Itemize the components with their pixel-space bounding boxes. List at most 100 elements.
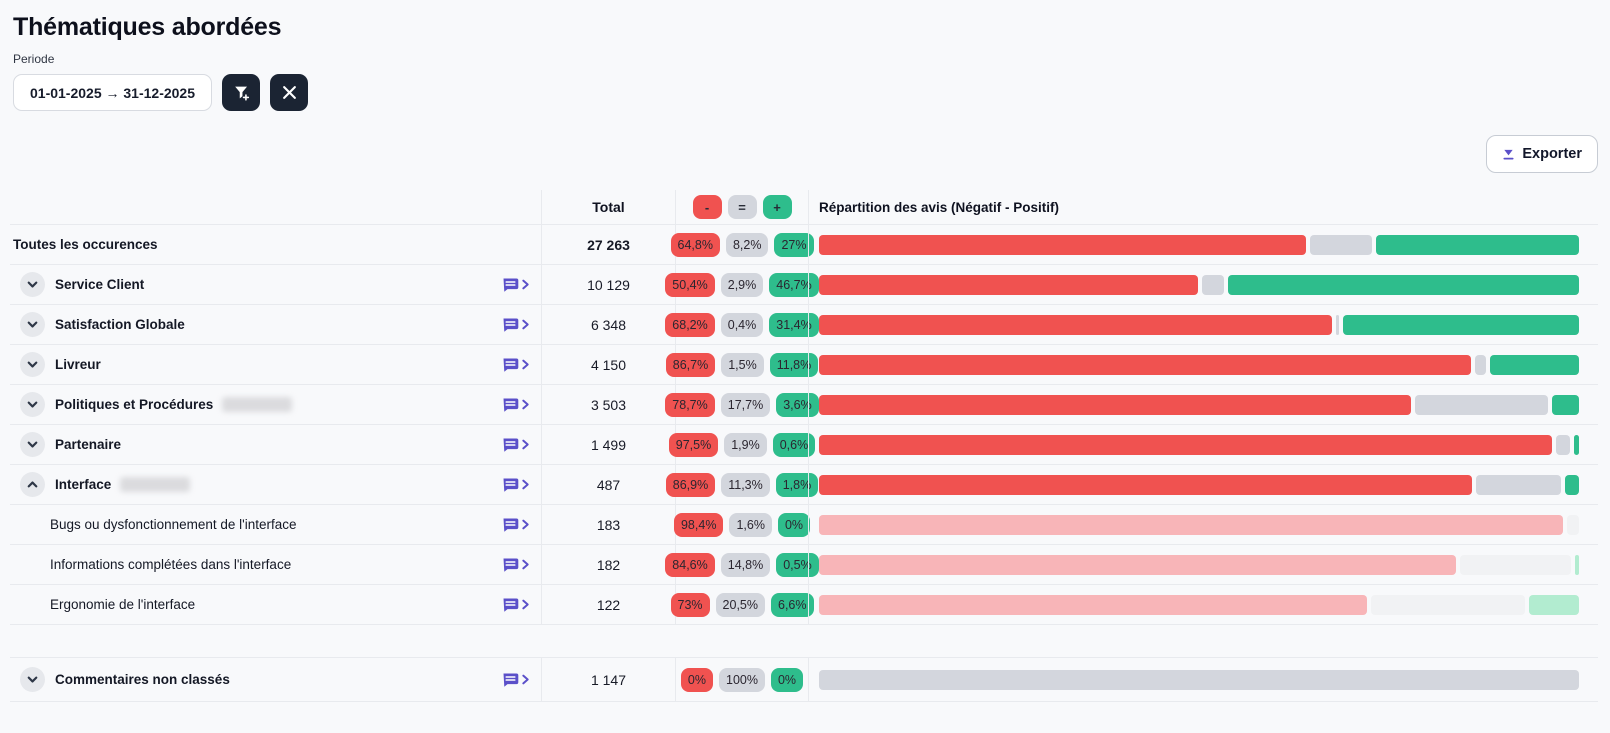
neu-bar-segment: [1310, 234, 1372, 255]
neg-bar-segment: [819, 434, 1553, 455]
theme-label: Partenaire: [55, 437, 122, 452]
neutral-percent-badge: 1,6%: [729, 512, 772, 537]
negative-column-header: -: [692, 195, 722, 219]
export-button[interactable]: Exporter: [1486, 135, 1598, 173]
pos-bar-segment: [1490, 354, 1579, 375]
expand-toggle-button[interactable]: [20, 312, 45, 337]
negative-percent-badge: 78,7%: [665, 392, 715, 417]
positive-percent-badge: 0,5%: [776, 552, 819, 577]
distribution-bar: [819, 394, 1580, 415]
export-button-label: Exporter: [1522, 146, 1582, 162]
neu-bar-segment: [1414, 394, 1548, 415]
positive-column-header: +: [762, 195, 792, 219]
pos-bar-segment: [1565, 474, 1579, 495]
view-comments-link[interactable]: [502, 437, 530, 453]
total-value: 4 150: [541, 345, 675, 384]
period-label: Periode: [13, 52, 55, 66]
total-value: 183: [541, 505, 675, 544]
theme-label: Livreur: [55, 357, 101, 372]
view-comments-link[interactable]: [502, 397, 530, 413]
comment-bubble-icon: [502, 277, 519, 293]
neg-bar-segment: [819, 394, 1411, 415]
expand-toggle-button[interactable]: [20, 432, 45, 457]
positive-percent-badge: 1,8%: [775, 472, 819, 497]
neutral-percent-badge: 2,9%: [720, 272, 764, 297]
theme-label: Politiques et Procédures: [55, 397, 214, 412]
distribution-bar: [819, 594, 1579, 615]
expand-toggle-button[interactable]: [20, 272, 45, 297]
positive-percent-badge: 46,7%: [769, 272, 819, 297]
pos-bar-segment: [1574, 434, 1579, 455]
chevron-right-icon: [521, 279, 530, 290]
export-bar: Exporter: [0, 135, 1598, 173]
positive-percent-badge: 11,8%: [769, 352, 819, 377]
neg-bar-segment: [819, 554, 1456, 575]
close-icon: [282, 85, 297, 100]
add-filter-button[interactable]: [222, 74, 261, 111]
neutral-percent-badge: 20,5%: [715, 592, 765, 617]
redacted-text: [222, 397, 293, 412]
neg-bar-segment: [819, 234, 1307, 255]
date-range-button[interactable]: 01-01-2025 → 31-12-2025: [13, 74, 213, 111]
positive-percent-badge: 6,6%: [771, 592, 814, 617]
theme-label: Interface: [55, 477, 112, 492]
chevron-right-icon: [521, 439, 530, 450]
neu-bar-segment: [819, 669, 1579, 690]
neu-bar-segment: [1474, 354, 1487, 375]
distribution-bar: [819, 554, 1579, 575]
table-row: Livreur 4 150 86,7% 1,5% 11,: [10, 345, 1598, 385]
date-range-value: 01-01-2025 → 31-12-2025: [30, 84, 196, 101]
neg-bar-segment: [819, 314, 1332, 335]
filter-plus-icon: [232, 83, 251, 102]
view-comments-link[interactable]: [502, 557, 530, 573]
comment-bubble-icon: [502, 672, 519, 688]
table-header-row: Total - = + Répartition des avis (Négati…: [10, 190, 1598, 225]
total-value: 1 499: [541, 425, 675, 464]
positive-percent-badge: 27%: [774, 232, 814, 257]
total-value: 3 503: [541, 385, 675, 424]
view-comments-link[interactable]: [502, 517, 530, 533]
chevron-right-icon: [521, 674, 530, 685]
negative-percent-badge: 86,9%: [665, 472, 716, 497]
distribution-bar: [819, 474, 1579, 495]
distribution-bar: [819, 434, 1579, 455]
pos-bar-segment: [1529, 594, 1579, 615]
clear-filter-button[interactable]: [270, 74, 309, 111]
positive-percent-badge: 31,4%: [769, 312, 819, 337]
table-row: Service Client 10 129 50,4% 2,9%: [10, 265, 1598, 305]
chevron-right-icon: [521, 479, 530, 490]
expand-toggle-button[interactable]: [20, 392, 45, 417]
neg-bar-segment: [819, 594, 1368, 615]
view-comments-link[interactable]: [502, 477, 530, 493]
positive-percent-badge: 0%: [770, 667, 804, 692]
table-row: Ergonomie de l'interface 122 73% 2: [10, 585, 1598, 625]
expand-toggle-button[interactable]: [20, 667, 45, 692]
table-row: Partenaire 1 499 97,5% 1,9%: [10, 425, 1598, 465]
page-title: Thématiques abordées: [13, 13, 282, 41]
theme-label: Commentaires non classés: [55, 672, 230, 687]
view-comments-link[interactable]: [502, 277, 530, 293]
distribution-bar: [819, 314, 1579, 335]
view-comments-link[interactable]: [502, 357, 530, 373]
neg-bar-segment: [819, 474, 1473, 495]
theme-column-header: [10, 190, 541, 224]
chevron-right-icon: [521, 359, 530, 370]
view-comments-link[interactable]: [502, 317, 530, 333]
neutral-column-header: =: [727, 195, 757, 219]
comment-bubble-icon: [502, 397, 519, 413]
comment-bubble-icon: [502, 437, 519, 453]
chevron-right-icon: [521, 599, 530, 610]
total-value: 182: [541, 545, 675, 584]
expand-toggle-button[interactable]: [20, 472, 45, 497]
pos-bar-segment: [1551, 394, 1580, 415]
view-comments-link[interactable]: [502, 672, 530, 688]
expand-toggle-button[interactable]: [20, 352, 45, 377]
neutral-percent-badge: 14,8%: [720, 552, 771, 577]
view-comments-link[interactable]: [502, 597, 530, 613]
neu-bar-segment: [1566, 514, 1579, 535]
total-value: 1 147: [541, 658, 675, 701]
pos-bar-segment: [1227, 274, 1580, 295]
total-value: 27 263: [541, 225, 675, 264]
theme-label: Service Client: [55, 277, 145, 292]
distribution-bar: [819, 234, 1579, 255]
